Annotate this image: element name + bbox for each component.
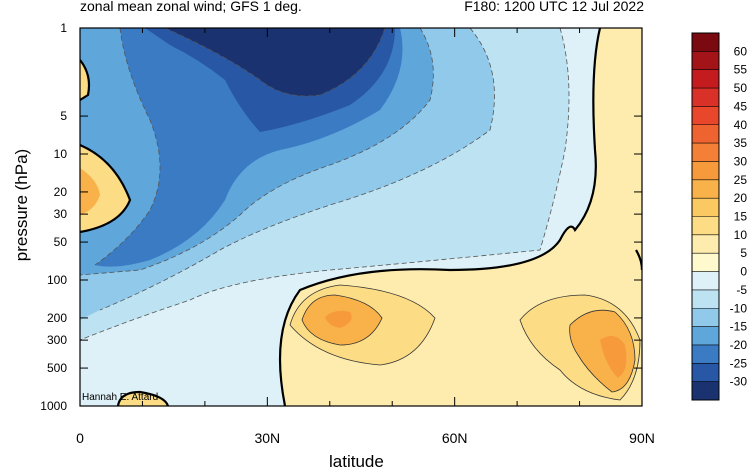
colorbar-label: 20 xyxy=(734,191,748,205)
high-lat-jet-core xyxy=(600,336,627,378)
x-axis-label: latitude xyxy=(329,452,384,471)
colorbar-label: -25 xyxy=(730,356,748,370)
colorbar-swatch xyxy=(692,124,719,144)
colorbar-swatch xyxy=(692,106,719,126)
x-tick-label: 90N xyxy=(629,430,655,446)
colorbar-label: 45 xyxy=(734,99,748,113)
y-tick-label: 300 xyxy=(47,333,67,347)
y-tick-label: 20 xyxy=(54,185,68,199)
colorbar-label: 10 xyxy=(734,228,748,242)
x-tick-label: 60N xyxy=(442,430,468,446)
colorbar-swatch xyxy=(692,308,719,327)
equatorial-westerly-core xyxy=(80,168,100,215)
plot-frame xyxy=(79,27,643,407)
colorbar-label: -20 xyxy=(730,338,748,352)
x-tick-label: 0 xyxy=(76,430,84,446)
y-tick-label: 500 xyxy=(47,361,67,375)
zero-contour-surface xyxy=(116,390,170,406)
colorbar-swatch xyxy=(692,253,719,272)
y-tick-label: 30 xyxy=(54,207,68,221)
subtropical-jet-core xyxy=(325,310,352,328)
region-minus-30 xyxy=(165,28,385,96)
colorbar-label: 25 xyxy=(734,173,748,187)
chart-valid-time: F180: 1200 UTC 12 Jul 2022 xyxy=(464,0,644,14)
colorbar-label: 15 xyxy=(734,210,748,224)
y-tick-label: 1000 xyxy=(40,399,67,413)
zero-contour-equator xyxy=(80,143,132,234)
colorbar-label: -5 xyxy=(736,283,747,297)
colorbar-swatch xyxy=(692,33,719,52)
colorbar-swatch xyxy=(692,234,719,254)
y-tick-label: 5 xyxy=(60,109,67,123)
colorbar-label: -15 xyxy=(730,320,748,334)
colorbar-swatch xyxy=(692,51,719,70)
x-tick-label: 30N xyxy=(254,430,280,446)
colorbar-label: -30 xyxy=(730,375,748,389)
equatorial-westerly-top xyxy=(80,60,89,100)
surface-patch xyxy=(118,392,168,406)
zero-contour-main xyxy=(278,28,602,406)
colorbar-swatch xyxy=(692,381,719,401)
colorbar-swatch xyxy=(692,326,719,346)
colorbar-swatch xyxy=(692,69,719,89)
colorbar-label: 40 xyxy=(734,118,748,132)
chart-title: zonal mean zonal wind; GFS 1 deg. xyxy=(80,0,302,14)
colorbar: 605550454035302520151050-5-10-15-20-25-3… xyxy=(691,32,748,401)
x-axis-ticks: 0 30N 60N 90N xyxy=(76,28,655,446)
y-axis-ticks: 1 5 10 20 30 50 100 200 300 500 1000 xyxy=(40,21,642,413)
credit-label: Hannah E. Attard xyxy=(82,392,158,403)
colorbar-swatch xyxy=(692,179,719,199)
equatorial-westerly xyxy=(80,145,130,232)
colorbar-label: -10 xyxy=(730,301,748,315)
colorbar-label: 30 xyxy=(734,154,748,168)
colorbar-swatch xyxy=(692,289,719,309)
colorbar-swatch xyxy=(692,198,719,217)
y-tick-label: 200 xyxy=(47,311,67,325)
colorbar-swatch xyxy=(692,161,719,181)
colorbar-swatch xyxy=(692,344,719,364)
colorbar-swatch xyxy=(692,88,719,107)
y-tick-label: 100 xyxy=(47,273,67,287)
colorbar-swatch xyxy=(692,216,719,236)
colorbar-label: 35 xyxy=(734,136,748,150)
colorbar-swatch xyxy=(692,143,719,162)
y-tick-label: 10 xyxy=(54,147,68,161)
zero-contour-top xyxy=(80,59,91,101)
colorbar-label: 60 xyxy=(734,44,748,58)
colorbar-swatch xyxy=(692,363,719,382)
colorbar-swatch xyxy=(692,271,719,291)
colorbar-label: 55 xyxy=(734,63,748,77)
colorbar-label: 0 xyxy=(740,265,747,279)
y-tick-label: 1 xyxy=(60,21,67,35)
y-tick-label: 50 xyxy=(54,235,68,249)
colorbar-label: 5 xyxy=(740,246,747,260)
colorbar-label: 50 xyxy=(734,81,748,95)
